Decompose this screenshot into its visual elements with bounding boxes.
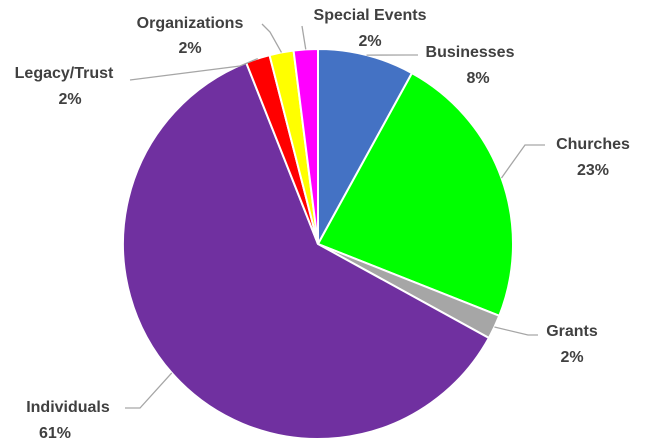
slice-label: Grants [546, 323, 598, 340]
leader-line [261, 23, 283, 53]
pie-slice [122, 61, 491, 440]
leader-line [125, 372, 173, 409]
value-label: 2% [178, 40, 201, 57]
value-label: 61% [39, 425, 71, 442]
value-label: 2% [358, 33, 381, 50]
slice-label: Businesses [426, 44, 515, 61]
pie-slice [316, 71, 514, 318]
slice-label: Individuals [26, 399, 110, 416]
leader-line [500, 144, 545, 179]
pie-slice [317, 47, 414, 245]
leader-line [301, 25, 307, 50]
leader-line [129, 57, 258, 81]
value-label: 2% [560, 349, 583, 366]
slice-label: Churches [556, 136, 630, 153]
slice-label: Special Events [314, 7, 427, 24]
slice-label: Organizations [137, 15, 244, 32]
slice-label: Legacy/Trust [15, 65, 114, 82]
value-label: 23% [577, 162, 609, 179]
leader-line [494, 326, 538, 336]
value-label: 8% [466, 70, 489, 87]
value-label: 2% [58, 91, 81, 108]
